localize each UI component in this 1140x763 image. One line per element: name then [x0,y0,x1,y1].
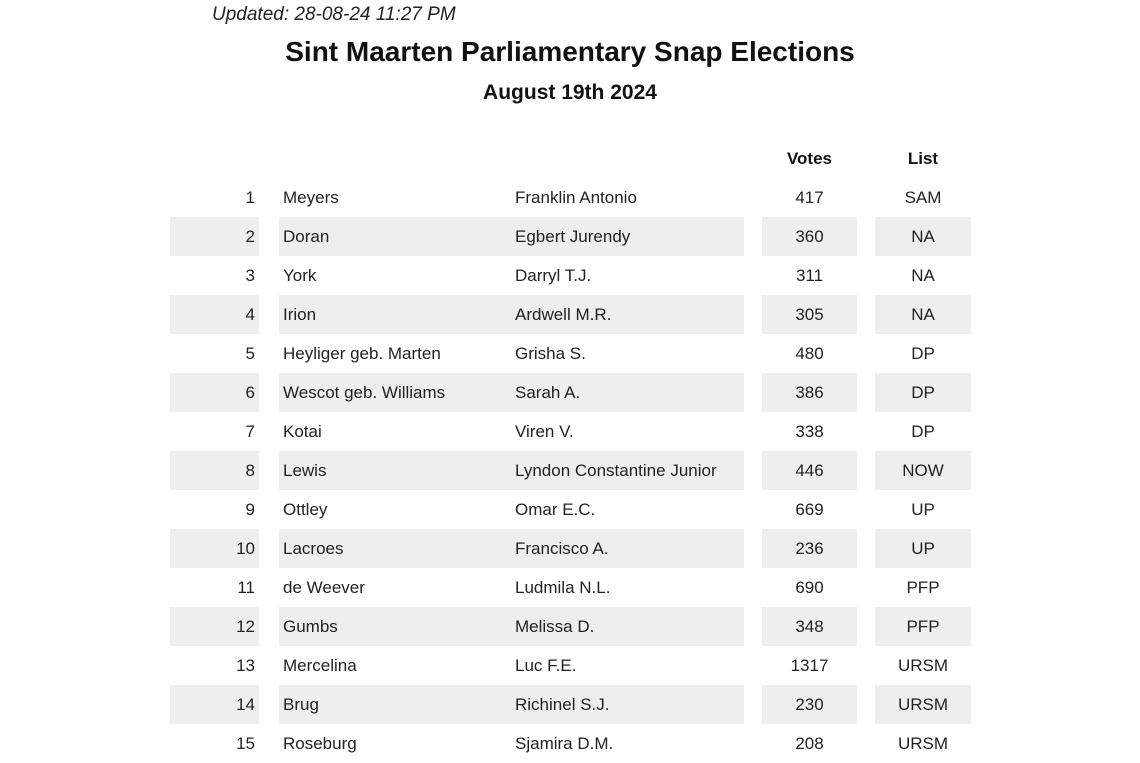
page-subtitle: August 19th 2024 [483,81,657,104]
list-cell: URSM [875,685,971,724]
rank-cell: 10 [170,529,259,568]
table-row: 2 Doran Egbert Jurendy 360 NA [0,217,1140,256]
rank-cell: 11 [237,578,255,597]
first-name-cell: Egbert Jurendy [511,217,744,256]
first-name-cell: Richinel S.J. [511,685,744,724]
rank-cell: 5 [245,344,255,363]
last-name-cell: Wescot geb. Williams [279,373,511,412]
rank-cell: 4 [170,295,259,334]
last-name-cell: Roseburg [283,734,357,753]
rank-cell: 15 [236,734,255,753]
first-name-cell: Francisco A. [511,529,744,568]
votes-cell: 417 [795,188,824,207]
first-name-cell: Luc F.E. [515,656,577,675]
results-table: 1 Meyers Franklin Antonio 417 SAM 2 Doran Egber… [0,178,1140,763]
list-cell: NOW [875,451,971,490]
page-title: Sint Maarten Parliamentary Snap Election… [285,36,855,67]
table-row: 11 de Weever Ludmila N.L. 690 PFP [0,568,1140,607]
list-cell: URSM [897,656,949,675]
list-cell: DP [911,422,935,441]
rank-cell: 7 [245,422,255,441]
first-name-cell: Omar E.C. [515,500,596,519]
first-name-cell: Viren V. [515,422,574,441]
votes-cell: 311 [795,266,824,285]
last-name-cell: Gumbs [279,607,511,646]
rank-cell: 3 [245,266,255,285]
table-row: 15 Roseburg Sjamira D.M. 208 URSM [0,724,1140,763]
first-name-cell: Sjamira D.M. [515,734,614,753]
rank-cell: 6 [170,373,259,412]
table-row: 9 Ottley Omar E.C. 669 UP [0,490,1140,529]
last-name-cell: Heyliger geb. Marten [283,344,441,363]
rank-cell: 8 [170,451,259,490]
last-name-cell: Ottley [283,500,328,519]
votes-cell: 690 [795,578,824,597]
votes-cell: 208 [795,734,824,753]
last-name-cell: Lewis [279,451,511,490]
votes-cell: 480 [795,344,824,363]
first-name-cell: Darryl T.J. [515,266,592,285]
list-cell: NA [875,295,971,334]
table-row: 8 Lewis Lyndon Constantine Junior 446 NOW [0,451,1140,490]
table-row: 10 Lacroes Francisco A. 236 UP [0,529,1140,568]
last-name-cell: York [283,266,317,285]
list-cell: PFP [875,607,971,646]
table-row: 14 Brug Richinel S.J. 230 URSM [0,685,1140,724]
last-name-cell: Irion [279,295,511,334]
list-cell: UP [911,500,935,519]
last-name-cell: Kotai [283,422,322,441]
votes-cell: 1317 [790,656,829,675]
list-cell: URSM [897,734,949,753]
table-row: 1 Meyers Franklin Antonio 417 SAM [0,178,1140,217]
first-name-cell: Melissa D. [511,607,744,646]
table-row: 7 Kotai Viren V. 338 DP [0,412,1140,451]
column-header-votes: Votes [786,149,833,168]
votes-cell: 338 [795,422,824,441]
table-row: 5 Heyliger geb. Marten Grisha S. 480 DP [0,334,1140,373]
list-cell: UP [875,529,971,568]
table-row: 4 Irion Ardwell M.R. 305 NA [0,295,1140,334]
first-name-cell: Grisha S. [515,344,586,363]
list-cell: NA [875,217,971,256]
votes-cell: 386 [762,373,857,412]
column-header-list: List [907,149,939,168]
updated-timestamp: Updated: 28-08-24 11:27 PM [212,4,456,25]
last-name-cell: Lacroes [279,529,511,568]
first-name-cell: Lyndon Constantine Junior [511,451,744,490]
rank-cell: 12 [170,607,259,646]
list-cell: PFP [906,578,940,597]
rank-cell: 2 [170,217,259,256]
list-cell: DP [911,344,935,363]
list-cell: SAM [904,188,942,207]
votes-cell: 236 [762,529,857,568]
rank-cell: 9 [245,500,255,519]
votes-cell: 360 [762,217,857,256]
last-name-cell: Meyers [283,188,339,207]
first-name-cell: Sarah A. [511,373,744,412]
first-name-cell: Ardwell M.R. [511,295,744,334]
last-name-cell: Mercelina [283,656,357,675]
votes-cell: 230 [762,685,857,724]
last-name-cell: Doran [279,217,511,256]
rank-cell: 1 [245,188,255,207]
first-name-cell: Franklin Antonio [515,188,637,207]
list-cell: DP [875,373,971,412]
table-row: 3 York Darryl T.J. 311 NA [0,256,1140,295]
list-cell: NA [911,266,935,285]
votes-cell: 669 [795,500,824,519]
last-name-cell: Brug [279,685,511,724]
rank-cell: 13 [236,656,255,675]
votes-cell: 305 [762,295,857,334]
first-name-cell: Ludmila N.L. [515,578,611,597]
votes-cell: 446 [762,451,857,490]
table-row: 12 Gumbs Melissa D. 348 PFP [0,607,1140,646]
table-row: 13 Mercelina Luc F.E. 1317 URSM [0,646,1140,685]
rank-cell: 14 [170,685,259,724]
votes-cell: 348 [762,607,857,646]
last-name-cell: de Weever [283,578,365,597]
table-row: 6 Wescot geb. Williams Sarah A. 386 DP [0,373,1140,412]
